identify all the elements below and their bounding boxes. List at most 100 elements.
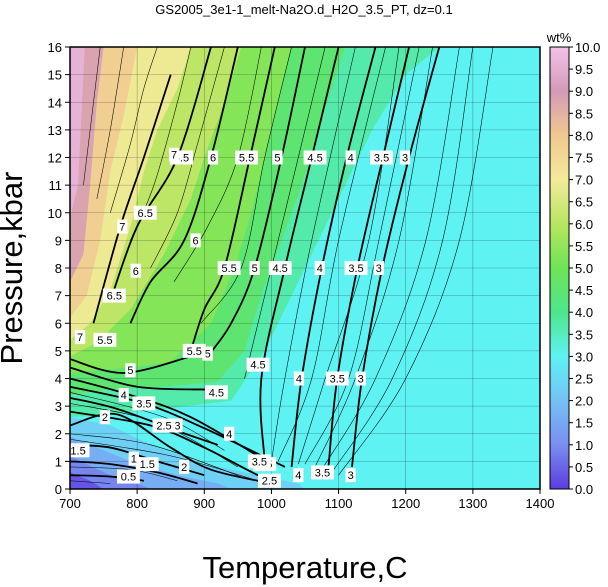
contour-line-6.5 [109, 46, 212, 302]
contour-label: 3.5 [315, 467, 330, 479]
x-tick-label: 700 [59, 496, 81, 511]
colorbar-tick-label: 4.5 [575, 283, 593, 298]
contour-label-box [345, 468, 356, 483]
contour-label: 2.5 [156, 420, 171, 432]
contour-label-box [399, 150, 411, 165]
contour-label-box [93, 332, 117, 347]
contour-label: 3 [358, 374, 364, 386]
contour-label: 7 [119, 222, 125, 234]
y-tick-label: 14 [48, 95, 62, 110]
contour-label-box [116, 469, 140, 484]
contour-label-box [74, 330, 86, 345]
contour-label: 3.5 [330, 374, 345, 386]
colorbar-tick-label: 8.5 [575, 106, 593, 121]
contour-label: 1 [131, 454, 137, 466]
y-tick-label: 12 [48, 151, 62, 166]
contour-label-box [373, 261, 385, 275]
contour-label: 3 [174, 420, 180, 432]
contour-label-box [135, 457, 159, 472]
contour-label-box [66, 443, 90, 458]
minor-contour-line [96, 46, 124, 199]
contour-label: 7 [77, 332, 83, 344]
y-tick-label: 9 [55, 233, 62, 248]
contour-line-3.5 [69, 385, 286, 468]
contour-label-box [117, 219, 128, 234]
contour-label-box [132, 396, 156, 411]
chart-title: GS2005_3e1-1_melt-Na2O.d_H2O_3.5_PT, dz=… [155, 2, 452, 17]
minor-contour-line [298, 46, 400, 465]
colorbar-tick-label: 5.5 [575, 239, 593, 254]
y-tick-label: 13 [48, 123, 62, 138]
minor-contour-line [69, 439, 259, 481]
y-tick-label: 2 [55, 427, 62, 442]
contour-label: 4 [121, 390, 127, 402]
contour-label: 1.5 [140, 459, 155, 471]
contour-label-box [125, 363, 136, 378]
minor-contour-line [277, 46, 386, 462]
colorbar-tick-label: 9.0 [575, 84, 593, 99]
colorbar-tick-label: 6.5 [575, 195, 593, 210]
contour-label: 4 [226, 429, 232, 441]
contour-label-box [182, 343, 206, 358]
contour-label: 6.5 [107, 291, 122, 303]
contour-label: 3 [376, 263, 382, 275]
contour-label-box [311, 465, 334, 480]
contour-label: 0.5 [121, 472, 136, 484]
colorbar-tick-label: 1.0 [575, 438, 593, 453]
contour-label: 5 [205, 349, 211, 361]
contour-line-1 [69, 460, 198, 485]
x-axis-label: Temperature,C [202, 550, 407, 585]
colorbar-tick-label: 6.0 [575, 217, 593, 232]
contour-line-6 [129, 46, 239, 324]
plot-area: 33333.53.53.53.544444.54.54.54.55555.55.… [66, 46, 541, 490]
contour-labels: 33333.53.53.53.544444.54.54.54.55555.55.… [66, 147, 411, 488]
contour-label-box [102, 288, 126, 303]
contour-label-box [247, 454, 271, 469]
contour-label-box [217, 261, 241, 275]
contour-label: 2.5 [262, 476, 277, 488]
contour-label: 3.5 [252, 456, 267, 468]
contour-label-box [133, 205, 157, 220]
contour-label-box [128, 451, 139, 466]
colorbar: wt% 0.0 0.5 1.0 1.5 2.0 2.5 3.0 3.5 4.0 4.5 5.0 5.5… [546, 30, 601, 497]
contour-label: 4.5 [209, 387, 224, 399]
contour-line-5 [69, 355, 192, 374]
contour-label: 3.5 [136, 398, 151, 410]
y-tick-label: 15 [48, 68, 62, 83]
contour-label: 5 [274, 153, 280, 165]
colorbar-tick-label: 9.5 [575, 62, 593, 77]
minor-contour-line [150, 46, 225, 269]
colorbar-tick-label: 3.5 [575, 327, 593, 342]
contour-label: 4.5 [250, 360, 265, 372]
minor-contour-line [331, 46, 474, 473]
contour-label-box [178, 459, 190, 474]
minor-contour-line [304, 46, 420, 465]
contour-label: 5.5 [221, 263, 236, 275]
x-tick-label: 1000 [257, 496, 286, 511]
contour-label: 3 [402, 153, 408, 165]
x-tick-label: 900 [193, 496, 215, 511]
colorbar-label: wt% [546, 30, 572, 45]
contour-label-box [190, 233, 201, 248]
y-tick-label: 5 [55, 344, 62, 359]
contour-label: 4 [317, 263, 323, 275]
colorbar-tick-label: 8.0 [575, 128, 593, 143]
x-tick-label: 1200 [391, 496, 420, 511]
x-tick-label: 1100 [325, 496, 353, 511]
contour-label-box [268, 261, 292, 275]
colorbar-tick-label: 10.0 [575, 40, 600, 55]
y-tick-label: 1 [55, 454, 62, 469]
minor-contour-line [314, 46, 433, 468]
contour-label: 3.5 [348, 263, 363, 275]
contour-line-3 [69, 396, 219, 446]
y-tick-label: 4 [55, 372, 62, 387]
contour-label-box [257, 473, 281, 488]
minor-contour-line [200, 46, 292, 324]
contour-label-box [118, 388, 129, 403]
contour-label-box [168, 147, 180, 162]
contour-label: 5 [252, 263, 258, 275]
y-tick-label: 0 [55, 482, 62, 497]
contour-label: 4.5 [307, 153, 322, 165]
field-region-12 [70, 472, 104, 489]
